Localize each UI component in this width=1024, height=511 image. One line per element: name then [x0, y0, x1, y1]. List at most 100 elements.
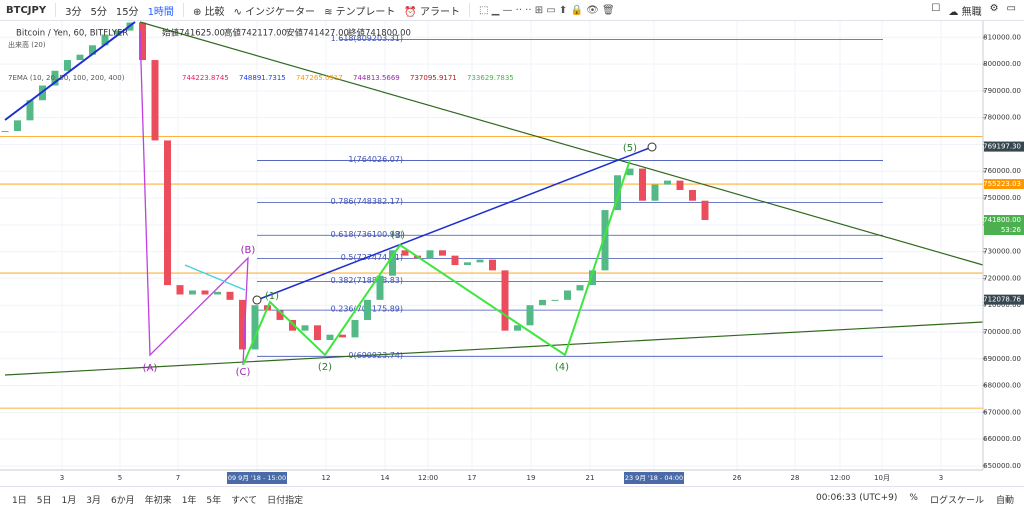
y-tick-label: 680000.00	[983, 382, 1021, 390]
candles	[1, 22, 709, 350]
ema-value: 733629.7835	[467, 74, 514, 82]
price-axis	[983, 21, 1024, 470]
crosshair-badge	[624, 472, 684, 484]
wave-label: (1)	[265, 291, 279, 302]
trend-line	[4, 321, 984, 376]
candle	[651, 184, 659, 201]
candle	[364, 299, 371, 320]
candle	[439, 250, 446, 256]
handle[interactable]	[647, 142, 657, 152]
range-button[interactable]: 1年	[181, 495, 197, 506]
interval[interactable]: 3分	[65, 6, 82, 18]
candle	[239, 299, 246, 350]
price-badge	[984, 294, 1024, 305]
auto-toggle[interactable]: 自動	[995, 495, 1014, 506]
candle	[526, 305, 534, 326]
drawing-tools[interactable]: ⬚ ▁ — ·· ·· ⊞ ▭ ⬆ 🔒 👁 🗑	[478, 4, 615, 16]
percent-toggle[interactable]: %	[909, 492, 918, 503]
candle	[589, 270, 596, 286]
compare-label: 比較	[204, 6, 225, 18]
candle	[214, 291, 221, 295]
fib-label: 1(764026.07)	[348, 155, 403, 164]
checkbox[interactable]: ☐	[931, 2, 941, 14]
ohlc-value: 高値742117.00	[224, 28, 287, 39]
range-button[interactable]: 年初来	[144, 495, 172, 506]
y-tick-label: 750000.00	[983, 194, 1021, 202]
interval[interactable]: 15分	[115, 6, 139, 18]
price-badge	[984, 141, 1024, 152]
candle	[1, 131, 9, 133]
price-badge	[984, 215, 1024, 226]
y-tick-label: 790000.00	[983, 87, 1021, 95]
candle	[601, 210, 609, 271]
y-tick-label: 810000.00	[983, 33, 1021, 41]
legend-title: Bitcoin / Yen, 60, BITFLYER	[16, 29, 128, 39]
candle	[276, 310, 284, 320]
candle	[464, 262, 471, 266]
candle	[114, 30, 121, 35]
candle	[576, 285, 584, 291]
separator	[182, 3, 184, 17]
candle	[64, 60, 71, 71]
x-tick-label: 12	[322, 474, 331, 482]
symbol[interactable]: BTCJPY	[6, 4, 47, 16]
range-button[interactable]: 1日	[12, 495, 27, 506]
range-button[interactable]: 5年	[206, 495, 222, 506]
layout-button[interactable]: ☁ 無職	[948, 6, 982, 18]
fib-label: 1.618(809203.31)	[331, 34, 403, 43]
ohlc-value: 終値741800.00	[348, 28, 411, 39]
ema-value: 748891.7315	[239, 74, 286, 82]
range-button[interactable]: 6か月	[110, 495, 135, 506]
impulse-wave	[242, 159, 631, 366]
price-badge	[984, 179, 1024, 190]
candle	[701, 200, 709, 221]
y-tick-label: 690000.00	[983, 355, 1021, 363]
range-button[interactable]: 日付指定	[267, 495, 304, 506]
abc-wave	[139, 29, 249, 366]
candle	[639, 168, 646, 201]
candle	[89, 45, 96, 55]
x-tick-label: 19	[527, 474, 536, 482]
x-tick-label: 26	[733, 474, 742, 482]
candle	[176, 285, 184, 295]
handle[interactable]	[252, 295, 262, 305]
x-tick-label: 12:00	[830, 474, 850, 482]
candle	[51, 70, 59, 86]
range-buttons: 1日 5日 1月 3月 6か月 年初来 1年 5年 すべて 日付指定	[12, 493, 303, 506]
y-tick-label: 780000.00	[983, 114, 1021, 122]
x-tick-label: 14	[381, 474, 390, 482]
wave-label: (3)	[391, 230, 405, 241]
alerts-button[interactable]: ⏰ アラート	[404, 6, 460, 18]
settings[interactable]: ⚙	[989, 2, 999, 14]
range-button[interactable]: 5日	[36, 495, 52, 506]
range-button[interactable]: 1月	[61, 495, 77, 506]
ema-value: 744223.8745	[182, 74, 229, 82]
trend-line	[139, 21, 984, 266]
interval[interactable]: 1時間	[147, 6, 174, 18]
candle	[189, 290, 196, 295]
templates-label: テンプレート	[335, 6, 396, 18]
candle	[151, 60, 159, 141]
interval[interactable]: 5分	[90, 6, 107, 18]
price-badge-label: 769197.30	[983, 143, 1021, 151]
candle	[14, 120, 21, 132]
fib-label: 0.786(748382.17)	[331, 197, 403, 206]
range-button[interactable]: すべて	[231, 495, 258, 506]
x-tick-label: 17	[468, 474, 477, 482]
candle	[664, 180, 671, 185]
compare-button[interactable]: ⊕ 比較	[192, 6, 225, 18]
fullscreen[interactable]: ▭	[1006, 2, 1016, 14]
indicators-button[interactable]: ∿ インジケーター	[233, 6, 316, 18]
candle	[289, 319, 296, 331]
grid	[0, 21, 983, 470]
templates-button[interactable]: ≋ テンプレート	[324, 6, 396, 18]
x-tick-label: 28	[791, 474, 800, 482]
range-button[interactable]: 3月	[86, 495, 101, 506]
candle	[676, 180, 684, 190]
log-toggle[interactable]: ログスケール	[929, 495, 984, 506]
ema-value: 747265.0917	[296, 74, 343, 82]
ema-value: 737095.9171	[410, 74, 457, 82]
y-tick-label: 760000.00	[983, 167, 1021, 175]
x-tick-label: 12:00	[418, 474, 438, 482]
price-axis-labels: 650000.00 660000.00 670000.00 680000.00 6900…	[983, 33, 1024, 470]
